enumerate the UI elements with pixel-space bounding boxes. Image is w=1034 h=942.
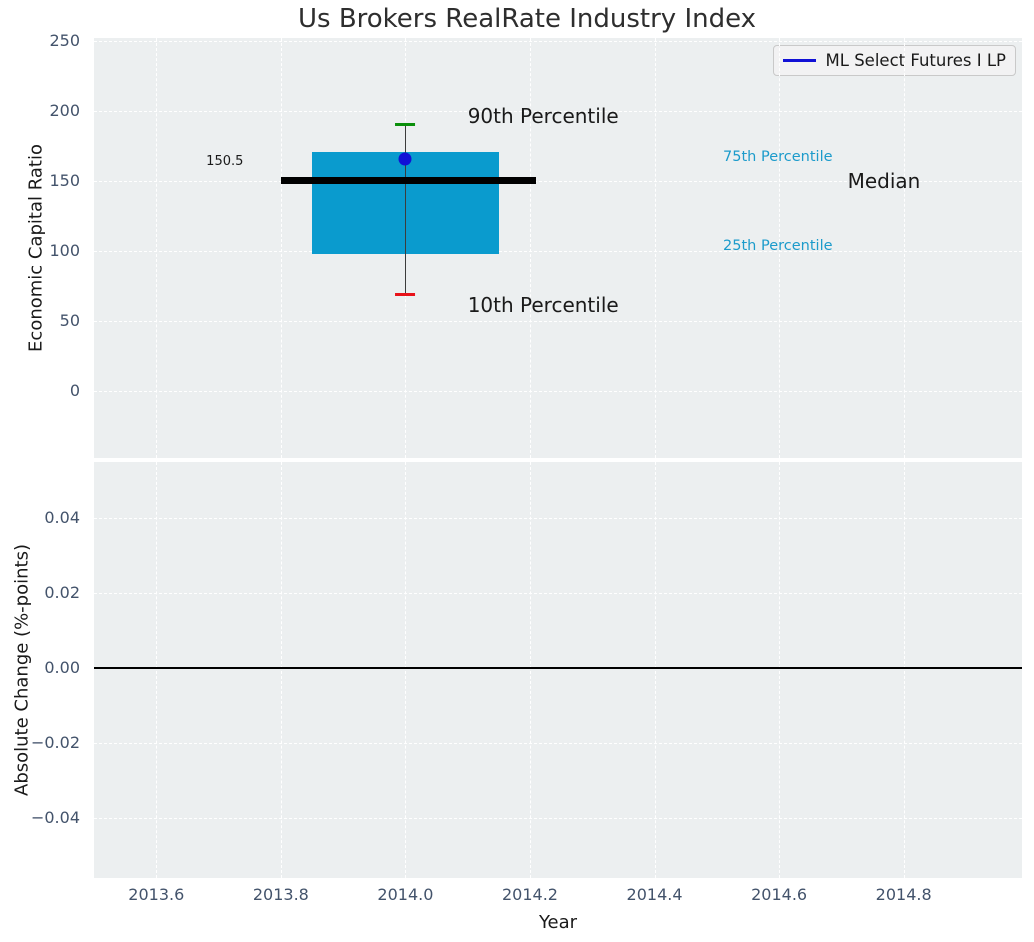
- y-tick-label: 0.00: [44, 658, 80, 678]
- y-gridline: [94, 320, 1022, 322]
- y-tick-label: 100: [49, 240, 80, 260]
- y-gridline: [94, 743, 1022, 745]
- chart-annotation: Median: [847, 168, 921, 193]
- y-gridline: [94, 250, 1022, 252]
- x-tick-label: 2013.6: [128, 885, 185, 904]
- x-gridline: [654, 38, 656, 458]
- y-gridline: [94, 518, 1022, 520]
- y-tick-label: −0.02: [30, 733, 80, 753]
- legend-line-swatch: [782, 59, 816, 62]
- lower-plot-area: [94, 462, 1022, 878]
- x-gridline: [779, 462, 781, 878]
- series-point: [398, 152, 412, 166]
- chart-annotation: 90th Percentile: [467, 103, 619, 128]
- legend: ML Select Futures I LP: [772, 45, 1016, 76]
- x-gridline: [156, 462, 158, 878]
- x-tick-label: 2014.4: [626, 885, 683, 904]
- y-gridline: [94, 593, 1022, 595]
- x-gridline: [280, 38, 282, 458]
- y-tick-label: 0: [69, 380, 80, 400]
- x-tick-label: 2014.2: [501, 885, 558, 904]
- x-gridline: [529, 38, 531, 458]
- y-gridline: [94, 180, 1022, 182]
- x-gridline: [529, 462, 531, 878]
- x-gridline: [405, 462, 407, 878]
- upper-plot-area: [94, 38, 1022, 458]
- y-tick-label: 250: [49, 30, 80, 50]
- y-tick-label: 50: [59, 310, 80, 330]
- legend-label: ML Select Futures I LP: [825, 51, 1006, 70]
- chart-annotation: 25th Percentile: [723, 237, 833, 254]
- chart-annotation: 10th Percentile: [467, 293, 619, 318]
- p90-cap: [395, 122, 416, 126]
- x-gridline: [280, 462, 282, 878]
- x-tick-label: 2014.8: [875, 885, 932, 904]
- x-tick-label: 2013.8: [252, 885, 309, 904]
- x-axis-label: Year: [538, 912, 578, 933]
- x-gridline: [903, 38, 905, 458]
- y-tick-label: 0.04: [44, 508, 80, 528]
- chart-annotation: 150.5: [206, 153, 244, 169]
- chart-annotation: 75th Percentile: [723, 149, 833, 166]
- zero-line: [94, 667, 1022, 670]
- y-tick-label: 0.02: [44, 583, 80, 603]
- y-tick-label: −0.04: [30, 808, 80, 828]
- x-tick-label: 2014.6: [751, 885, 808, 904]
- y-tick-label: 150: [49, 170, 80, 190]
- x-gridline: [654, 462, 656, 878]
- x-gridline: [903, 462, 905, 878]
- y-gridline: [94, 390, 1022, 392]
- chart-title: Us Brokers RealRate Industry Index: [297, 4, 757, 34]
- x-tick-label: 2014.0: [377, 885, 434, 904]
- p10-cap: [395, 293, 416, 297]
- x-gridline: [156, 38, 158, 458]
- y-gridline: [94, 40, 1022, 42]
- y-gridline: [94, 110, 1022, 112]
- whisker-line: [404, 124, 406, 295]
- median-line: [280, 177, 537, 185]
- y-tick-label: 200: [49, 100, 80, 120]
- y-gridline: [94, 818, 1022, 820]
- x-gridline: [779, 38, 781, 458]
